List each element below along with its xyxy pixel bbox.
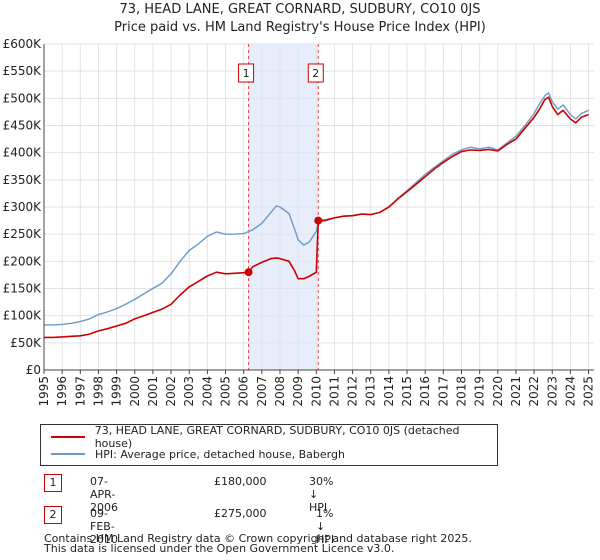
x-tick-label: 2014: [382, 376, 396, 407]
sale-marker-box: [238, 63, 255, 83]
x-tick-label: 2020: [491, 376, 505, 407]
x-tick-label: 2004: [200, 376, 214, 407]
x-tick-label: 2013: [364, 376, 378, 407]
x-tick-label: 2017: [436, 376, 450, 407]
x-tick-label: 1998: [91, 376, 105, 407]
series-layer: [44, 92, 589, 339]
x-tick-label: 2022: [527, 376, 541, 407]
y-tick-label: £200K: [3, 254, 43, 268]
sale-marker-label: 1: [243, 67, 250, 80]
transaction-badge: 2: [44, 506, 62, 524]
x-tick-label: 2007: [255, 376, 269, 407]
x-tick-label: 2005: [219, 376, 233, 407]
x-tick-label: 2015: [400, 376, 414, 407]
x-tick-label: 2002: [164, 376, 178, 407]
x-tick-label: 2001: [146, 376, 160, 407]
axes: £0 £50K £100K £150K £200K £250K £300K £350K £400…: [3, 37, 596, 407]
x-tick-label: 1997: [73, 376, 87, 407]
x-tick-label: 2008: [273, 376, 287, 407]
footer-copyright: Contains HM Land Registry data © Crown c…: [44, 532, 472, 545]
y-tick-label: £100K: [3, 309, 43, 323]
y-tick-label: £550K: [3, 64, 43, 78]
transaction-badge: 1: [44, 474, 62, 492]
transaction-date: 07-APR-2006: [90, 475, 118, 514]
grid: [43, 43, 594, 371]
x-tick-label: 2023: [545, 376, 559, 407]
legend-label-hpi: HPI: Average price, detached house, Babe…: [95, 447, 345, 461]
legend-item-property: 73, HEAD LANE, GREAT CORNARD, SUDBURY, C…: [51, 424, 497, 450]
transaction-price: £275,000: [214, 507, 267, 520]
legend: 73, HEAD LANE, GREAT CORNARD, SUDBURY, C…: [40, 424, 498, 466]
x-tick-label: 1999: [110, 376, 124, 407]
property-price-line: [44, 96, 589, 339]
x-tick-label: 2011: [327, 376, 341, 407]
y-tick-label: £300K: [3, 200, 43, 214]
legend-swatch-hpi: [51, 453, 85, 455]
y-tick-label: £400K: [3, 146, 43, 160]
transaction-hpi-diff: 30% ↓ HPI: [309, 475, 334, 514]
sale-marker-box: [307, 63, 324, 83]
chart-title: 73, HEAD LANE, GREAT CORNARD, SUDBURY, C…: [119, 2, 481, 17]
transaction-date: 09-FEB-2010: [90, 507, 118, 546]
chart-subtitle: Price paid vs. HM Land Registry's House …: [114, 20, 486, 35]
sale-marker-label: 2: [312, 67, 319, 80]
y-tick-label: £500K: [3, 91, 43, 105]
legend-swatch-property: [51, 436, 85, 438]
y-tick-label: £50K: [10, 336, 42, 350]
x-tick-label: 2019: [473, 376, 487, 407]
transaction-price: £180,000: [214, 475, 267, 488]
legend-label-property: 73, HEAD LANE, GREAT CORNARD, SUDBURY, C…: [94, 424, 460, 450]
x-tick-label: 2009: [291, 376, 305, 407]
x-tick-label: 2025: [582, 376, 596, 407]
legend-item-hpi: HPI: Average price, detached house, Babe…: [51, 446, 345, 462]
transaction-hpi-diff: 1% ↓ HPI: [316, 507, 335, 546]
y-tick-label: £250K: [3, 227, 43, 241]
holding-period-band: [248, 44, 319, 370]
x-tick-label: 2018: [454, 376, 468, 407]
y-tick-label: £150K: [3, 282, 43, 296]
x-tick-label: 2010: [309, 376, 323, 407]
x-tick-label: 2016: [418, 376, 432, 407]
x-tick-label: 2024: [563, 376, 577, 407]
x-tick-label: 1996: [55, 376, 69, 407]
x-tick-label: 2003: [182, 376, 196, 407]
x-tick-label: 2006: [237, 376, 251, 407]
y-tick-label: £0: [26, 363, 41, 377]
sale-point: [244, 268, 253, 277]
y-tick-label: £600K: [3, 37, 43, 51]
x-tick-label: 2000: [128, 376, 142, 407]
sale-point: [314, 216, 323, 225]
x-tick-label: 2021: [509, 376, 523, 407]
y-tick-label: £350K: [3, 173, 43, 187]
y-tick-label: £450K: [3, 119, 43, 133]
x-tick-label: 2012: [346, 376, 360, 407]
x-tick-label: 1995: [37, 376, 51, 407]
footer-licence: This data is licensed under the Open Gov…: [44, 542, 395, 555]
